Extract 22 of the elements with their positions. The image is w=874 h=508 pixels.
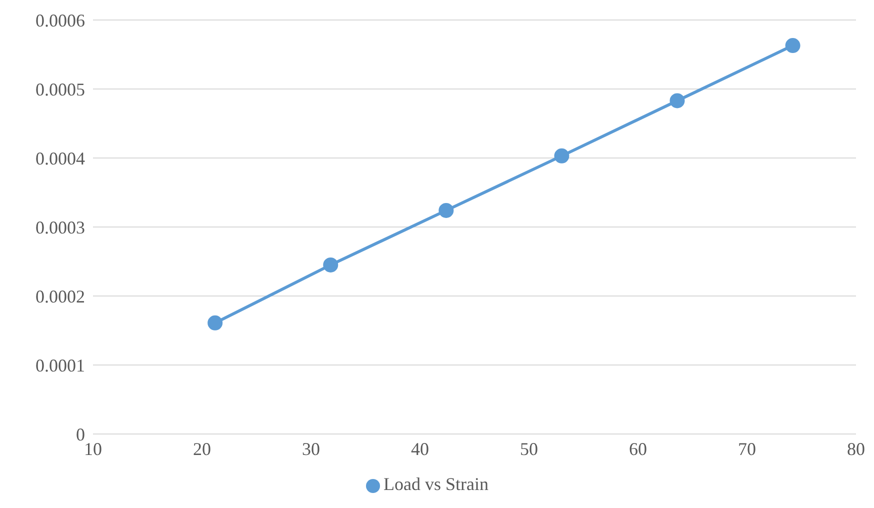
x-tick-label: 70 <box>738 438 756 459</box>
y-tick-label: 0.0001 <box>36 355 85 376</box>
y-tick-label: 0.0003 <box>36 217 85 238</box>
x-tick-label: 50 <box>520 438 538 459</box>
point <box>208 315 223 330</box>
y-tick-label: 0.0004 <box>36 148 85 168</box>
x-tick-label: 80 <box>847 438 865 459</box>
point <box>785 38 800 54</box>
y-tick-label: 0.0005 <box>36 79 85 100</box>
point <box>323 257 338 272</box>
x-tick-label: 30 <box>302 438 320 459</box>
point <box>554 148 570 164</box>
x-tick-label: 60 <box>629 438 647 459</box>
point <box>438 202 454 218</box>
y-tick-label: 0.0006 <box>36 10 85 30</box>
y-tick-label: 0 <box>76 424 85 444</box>
x-tick-label: 20 <box>193 438 211 459</box>
x-tick-label: 10 <box>84 438 102 459</box>
point <box>670 93 685 108</box>
y-tick-label: 0.0002 <box>36 286 85 306</box>
legend-label: Load vs Strain <box>384 474 488 494</box>
x-tick-label: 40 <box>411 438 429 459</box>
